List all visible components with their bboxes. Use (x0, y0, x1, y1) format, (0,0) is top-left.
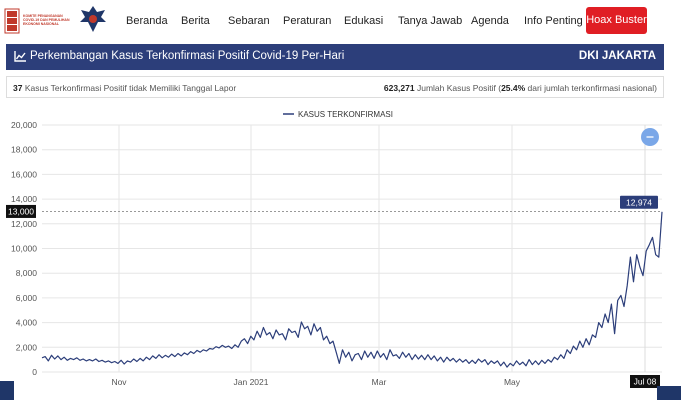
y-tick-label: 20,000 (11, 120, 37, 130)
y-tick-label: 2,000 (16, 342, 38, 352)
y-tick-label: 16,000 (11, 169, 37, 179)
nav-berita[interactable]: Berita (181, 15, 210, 27)
tooltip-box (620, 195, 658, 209)
crosshair-x-label-box (630, 375, 660, 388)
logo-text: KOMITE PENANGANAN COVID-19 DAN PEMULIHAN… (23, 14, 70, 26)
total-positive-text: Jumlah Kasus Positif ( (416, 83, 502, 93)
tooltip-value: 12,974 (626, 197, 652, 207)
nav-peraturan[interactable]: Peraturan (283, 15, 332, 27)
total-positive-count: 623,271 (383, 83, 415, 93)
hoax-buster-button[interactable]: Hoax Buster (586, 7, 647, 34)
unreported-date-summary: 37 Kasus Terkonfirmasi Positif tidak Mem… (13, 83, 236, 93)
x-tick-label: Jan 2021 (234, 377, 269, 387)
y-tick-label: 4,000 (16, 318, 38, 328)
region-label: DKI JAKARTA (578, 50, 656, 62)
y-tick-label: 6,000 (16, 293, 38, 303)
kpc-pen-logo-icon (4, 8, 20, 34)
legend-label[interactable]: KASUS TERKONFIRMASI (298, 110, 393, 119)
nav-info-penting[interactable]: Info Penting (524, 15, 583, 27)
nav-beranda[interactable]: Beranda (126, 15, 168, 27)
nav-edukasi[interactable]: Edukasi (344, 15, 384, 27)
chart-header-bar: Perkembangan Kasus Terkonfirmasi Positif… (6, 44, 664, 70)
nav-tanya-jawab[interactable]: Tanya Jawab (398, 15, 463, 27)
national-percentage: 25.4% (501, 83, 526, 93)
side-tab[interactable] (0, 381, 14, 400)
crosshair-x-label: Jul 08 (634, 377, 657, 387)
nav-agenda[interactable]: Agenda (471, 15, 509, 27)
y-tick-label: 8,000 (16, 268, 38, 278)
garuda-emblem-icon (80, 6, 106, 32)
total-positive-summary: 623,271 Jumlah Kasus Positif (25.4% dari… (384, 83, 657, 93)
total-positive-tail: dari jumlah terkonfirmasi nasional) (525, 83, 657, 93)
y-tick-label: 12,000 (11, 219, 37, 229)
crosshair-y-label-box (6, 204, 36, 218)
daily-cases-chart: KASUS TERKONFIRMASI 0 2,000 4,000 6,000 8,000… (6, 110, 681, 400)
top-navigation: KOMITE PENANGANAN COVID-19 DAN PEMULIHAN… (0, 0, 681, 42)
chart-line-icon (14, 51, 26, 62)
series-line (41, 211, 663, 368)
y-tick-label: 14,000 (11, 194, 37, 204)
unreported-text: Kasus Terkonfirmasi Positif tidak Memili… (24, 83, 237, 93)
unreported-count: 37 (13, 83, 23, 93)
x-tick-label: Mar (372, 377, 387, 387)
x-tick-label: Nov (111, 377, 127, 387)
corner-tab[interactable] (657, 386, 681, 400)
y-tick-label: 0 (32, 367, 37, 377)
y-tick-label: 10,000 (11, 244, 37, 254)
nav-sebaran[interactable]: Sebaran (228, 15, 270, 27)
y-tick-label: 18,000 (11, 145, 37, 155)
x-tick-label: May (504, 377, 521, 387)
summary-row: 37 Kasus Terkonfirmasi Positif tidak Mem… (6, 76, 664, 98)
crosshair-y-label: 13,000 (8, 206, 34, 216)
chart-header-title: Perkembangan Kasus Terkonfirmasi Positif… (30, 50, 345, 62)
